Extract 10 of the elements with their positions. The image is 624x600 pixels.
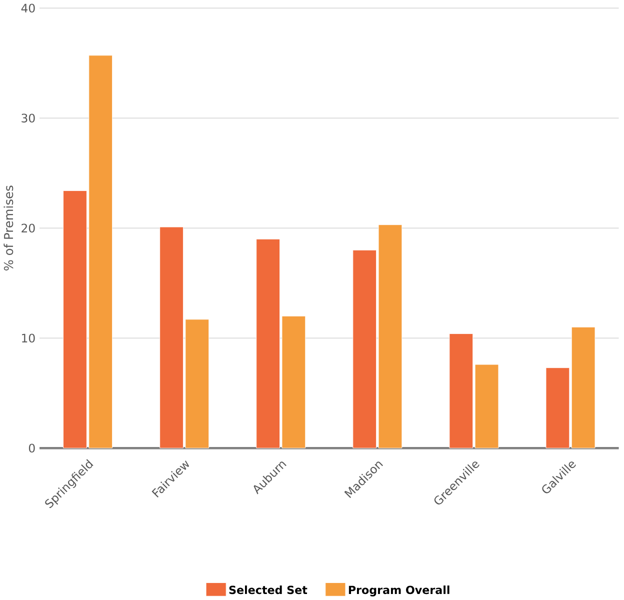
legend-label: Selected Set [229, 585, 308, 594]
legend-label: Program Overall [348, 585, 450, 596]
y-tick-label: 30 [22, 114, 35, 122]
y-tick-label: 20 [22, 224, 35, 232]
bar [546, 368, 570, 448]
y-tick-label: 40 [21, 4, 35, 12]
y-tick-label: 0 [28, 444, 35, 452]
y-tick-label: 10 [22, 334, 35, 342]
y-axis-title: % of Premises [4, 186, 14, 270]
bar [571, 326, 596, 448]
